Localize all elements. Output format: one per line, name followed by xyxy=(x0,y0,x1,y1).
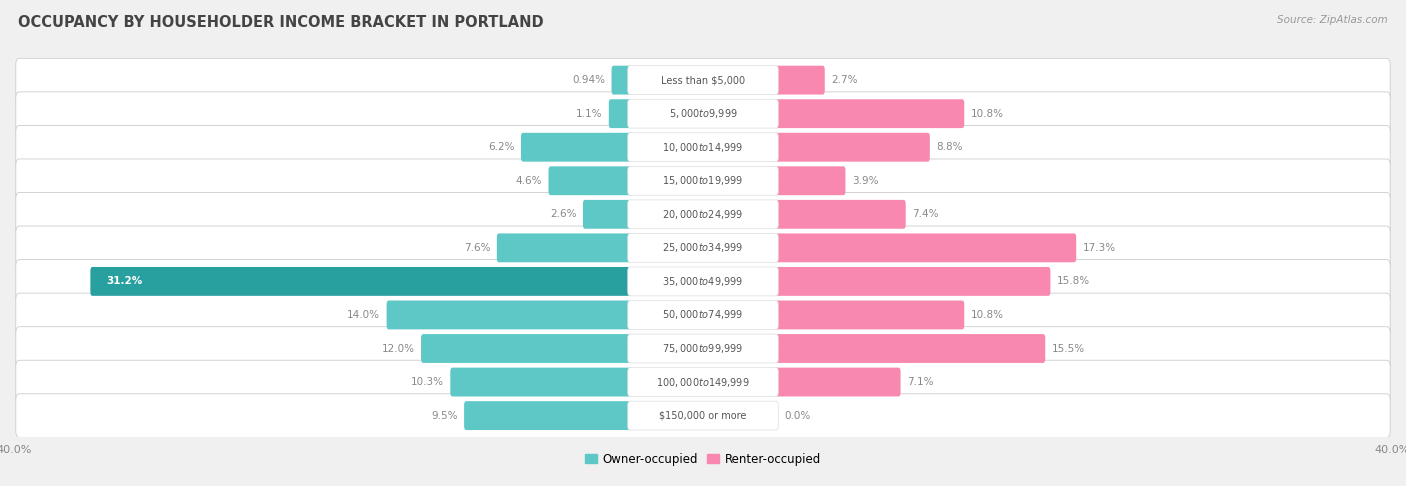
Text: 15.5%: 15.5% xyxy=(1052,344,1085,353)
FancyBboxPatch shape xyxy=(420,334,631,363)
Text: 10.8%: 10.8% xyxy=(970,109,1004,119)
Text: $5,000 to $9,999: $5,000 to $9,999 xyxy=(669,107,737,120)
FancyBboxPatch shape xyxy=(15,192,1391,236)
FancyBboxPatch shape xyxy=(15,58,1391,102)
Text: $20,000 to $24,999: $20,000 to $24,999 xyxy=(662,208,744,221)
Text: OCCUPANCY BY HOUSEHOLDER INCOME BRACKET IN PORTLAND: OCCUPANCY BY HOUSEHOLDER INCOME BRACKET … xyxy=(18,15,544,30)
FancyBboxPatch shape xyxy=(627,166,779,195)
FancyBboxPatch shape xyxy=(627,66,779,95)
Text: 4.6%: 4.6% xyxy=(516,176,541,186)
Text: 2.6%: 2.6% xyxy=(550,209,576,219)
FancyBboxPatch shape xyxy=(548,166,631,195)
Text: $50,000 to $74,999: $50,000 to $74,999 xyxy=(662,309,744,321)
Text: 17.3%: 17.3% xyxy=(1083,243,1116,253)
Text: 31.2%: 31.2% xyxy=(107,277,142,286)
Text: $10,000 to $14,999: $10,000 to $14,999 xyxy=(662,141,744,154)
FancyBboxPatch shape xyxy=(15,92,1391,136)
Text: 0.94%: 0.94% xyxy=(572,75,605,85)
Text: 1.1%: 1.1% xyxy=(575,109,602,119)
FancyBboxPatch shape xyxy=(15,327,1391,370)
FancyBboxPatch shape xyxy=(15,226,1391,270)
FancyBboxPatch shape xyxy=(775,166,845,195)
FancyBboxPatch shape xyxy=(775,300,965,330)
FancyBboxPatch shape xyxy=(627,99,779,128)
FancyBboxPatch shape xyxy=(583,200,631,229)
Text: 7.6%: 7.6% xyxy=(464,243,491,253)
Text: 12.0%: 12.0% xyxy=(381,344,415,353)
FancyBboxPatch shape xyxy=(775,267,1050,296)
FancyBboxPatch shape xyxy=(775,99,965,128)
Text: 10.3%: 10.3% xyxy=(411,377,444,387)
FancyBboxPatch shape xyxy=(387,300,631,330)
FancyBboxPatch shape xyxy=(90,267,631,296)
Text: 7.1%: 7.1% xyxy=(907,377,934,387)
Text: 6.2%: 6.2% xyxy=(488,142,515,152)
FancyBboxPatch shape xyxy=(612,66,631,95)
FancyBboxPatch shape xyxy=(522,133,631,162)
FancyBboxPatch shape xyxy=(627,233,779,262)
Text: 8.8%: 8.8% xyxy=(936,142,963,152)
Text: $150,000 or more: $150,000 or more xyxy=(659,411,747,420)
Text: 10.8%: 10.8% xyxy=(970,310,1004,320)
FancyBboxPatch shape xyxy=(627,133,779,162)
Text: Less than $5,000: Less than $5,000 xyxy=(661,75,745,85)
FancyBboxPatch shape xyxy=(15,394,1391,437)
FancyBboxPatch shape xyxy=(775,334,1045,363)
FancyBboxPatch shape xyxy=(627,267,779,296)
FancyBboxPatch shape xyxy=(15,360,1391,404)
Text: Source: ZipAtlas.com: Source: ZipAtlas.com xyxy=(1277,15,1388,25)
Text: 15.8%: 15.8% xyxy=(1057,277,1090,286)
Text: 0.0%: 0.0% xyxy=(785,411,811,420)
FancyBboxPatch shape xyxy=(627,334,779,363)
Text: $25,000 to $34,999: $25,000 to $34,999 xyxy=(662,242,744,254)
FancyBboxPatch shape xyxy=(15,125,1391,169)
Text: 14.0%: 14.0% xyxy=(347,310,380,320)
Text: $75,000 to $99,999: $75,000 to $99,999 xyxy=(662,342,744,355)
Legend: Owner-occupied, Renter-occupied: Owner-occupied, Renter-occupied xyxy=(585,452,821,466)
Text: 2.7%: 2.7% xyxy=(831,75,858,85)
FancyBboxPatch shape xyxy=(775,133,929,162)
FancyBboxPatch shape xyxy=(775,66,825,95)
FancyBboxPatch shape xyxy=(775,367,901,397)
FancyBboxPatch shape xyxy=(496,233,631,262)
FancyBboxPatch shape xyxy=(450,367,631,397)
FancyBboxPatch shape xyxy=(627,300,779,330)
FancyBboxPatch shape xyxy=(775,233,1076,262)
Text: 9.5%: 9.5% xyxy=(432,411,457,420)
Text: $100,000 to $149,999: $100,000 to $149,999 xyxy=(657,376,749,388)
Text: $35,000 to $49,999: $35,000 to $49,999 xyxy=(662,275,744,288)
FancyBboxPatch shape xyxy=(627,200,779,229)
Text: 3.9%: 3.9% xyxy=(852,176,879,186)
Text: $15,000 to $19,999: $15,000 to $19,999 xyxy=(662,174,744,187)
FancyBboxPatch shape xyxy=(15,260,1391,303)
FancyBboxPatch shape xyxy=(15,293,1391,337)
FancyBboxPatch shape xyxy=(15,159,1391,203)
FancyBboxPatch shape xyxy=(609,99,631,128)
Text: 7.4%: 7.4% xyxy=(912,209,939,219)
FancyBboxPatch shape xyxy=(627,367,779,397)
FancyBboxPatch shape xyxy=(464,401,631,430)
FancyBboxPatch shape xyxy=(627,401,779,430)
FancyBboxPatch shape xyxy=(775,200,905,229)
